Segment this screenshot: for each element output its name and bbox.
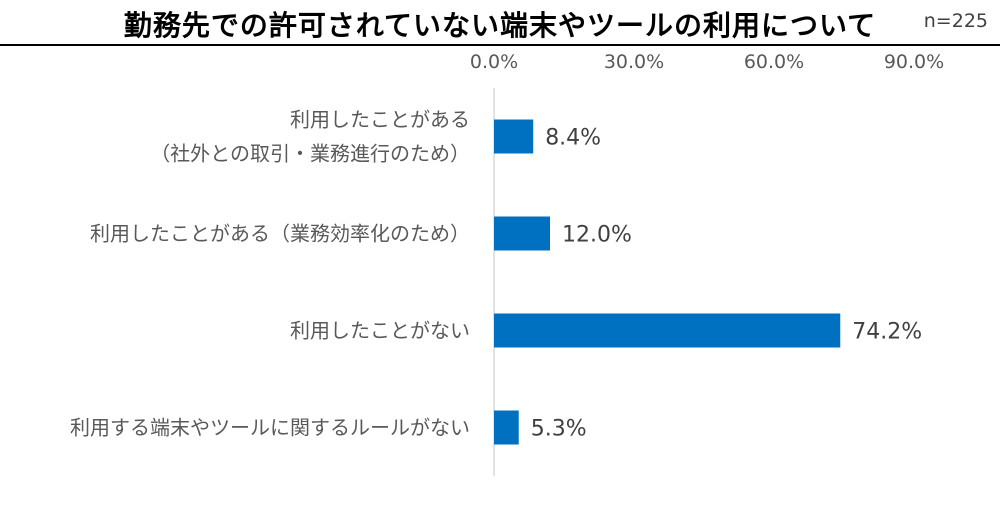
data-label: 12.0% [562,223,632,248]
bar [494,216,550,251]
category-label: （社外との取引・業務進行のため） [150,142,470,166]
x-tick-label: 90.0% [884,51,944,73]
category-label: 利用したことがある [290,108,470,132]
data-label: 5.3% [531,417,587,442]
category-label: 利用したことがある（業務効率化のため） [90,222,470,246]
data-label: 74.2% [852,320,922,345]
bar [494,119,534,154]
chart-title: 勤務先での許可されていない端末やツールの利用について [123,9,877,42]
category-label: 利用する端末やツールに関するルールがない [70,416,470,440]
bar [494,410,519,445]
data-label: 8.4% [545,126,601,151]
x-tick-label: 0.0% [470,51,518,73]
category-label: 利用したことがない [290,319,470,343]
x-tick-label: 30.0% [604,51,664,73]
x-tick-label: 60.0% [744,51,804,73]
bar [494,313,841,348]
sample-size-label: n=225 [923,10,988,32]
title-underline [0,44,1000,46]
